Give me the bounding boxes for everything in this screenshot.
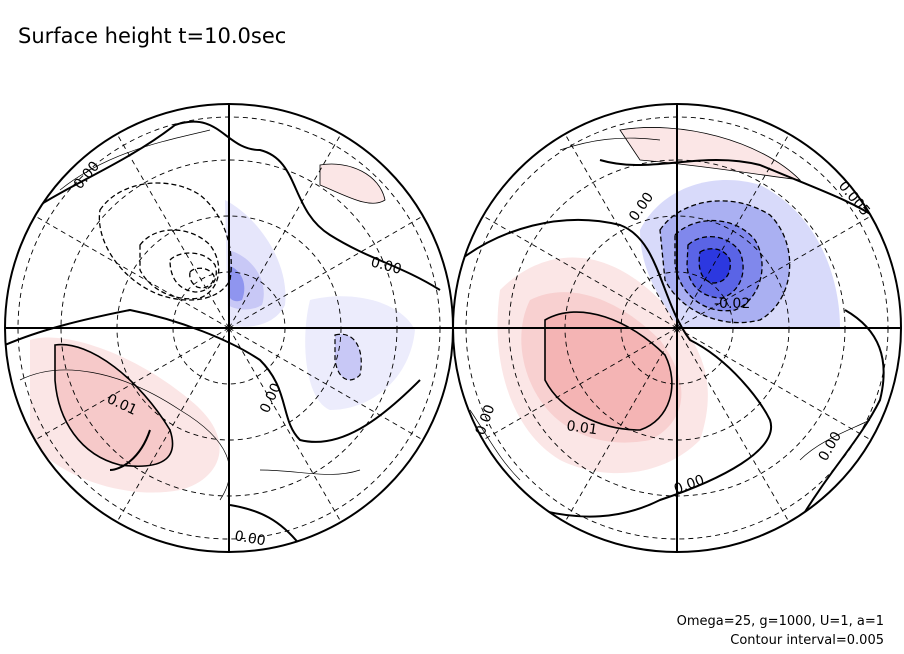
zero-contour-main <box>459 159 885 521</box>
contour-label: 0.01 <box>565 418 598 438</box>
thin-contours <box>469 137 871 481</box>
parameter-note: Omega=25, g=1000, U=1, a=1 Contour inter… <box>677 612 884 650</box>
contour-label: 0.00 <box>233 528 266 549</box>
negative-dashed-contours <box>98 182 232 301</box>
zero-contour-main <box>5 120 441 546</box>
contour-label: 0.00 <box>473 403 499 438</box>
positive-region-top <box>619 127 802 181</box>
positive-region-inner <box>544 311 673 431</box>
parameters-text: Omega=25, g=1000, U=1, a=1 <box>676 614 884 629</box>
grid-radials <box>34 133 424 523</box>
left-hemisphere-map <box>5 104 453 552</box>
right-hemisphere-map <box>453 104 901 552</box>
contour-label: 0.00 <box>257 381 285 416</box>
positive-region-mid <box>54 343 174 467</box>
negative-region-core <box>699 248 731 283</box>
contour-label: -0.02 <box>714 296 750 312</box>
negative-dashed-contours <box>659 200 791 324</box>
contour-label: 0.00 <box>816 429 845 464</box>
axis-cross <box>5 104 453 552</box>
axis-cross <box>453 104 901 552</box>
positive-region-small <box>319 163 386 204</box>
negative-region-core <box>228 265 245 302</box>
contour-interval-text: Contour interval=0.005 <box>730 633 884 648</box>
figure-title: Surface height t=10.0sec <box>18 24 287 48</box>
contour-label: 0.00 <box>369 254 403 278</box>
right-map-boundary <box>452 103 902 553</box>
negative-region-right-mid <box>334 333 362 381</box>
grid-radials <box>482 133 872 523</box>
